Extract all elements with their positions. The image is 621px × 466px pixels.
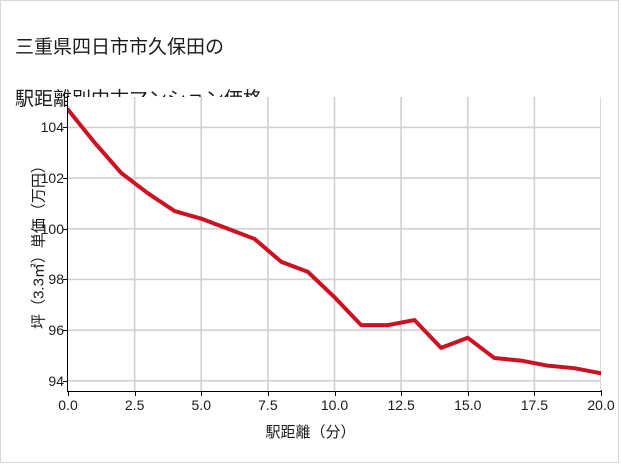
y-axis-tick-mark: [63, 228, 67, 230]
y-axis-tick-label: 94: [48, 372, 64, 389]
x-axis-tick-label: 2.5: [124, 397, 145, 413]
x-axis-tick-mark: [467, 392, 469, 396]
y-axis-label-host: 坪（3.3㎡）単価（万円）: [15, 1, 48, 466]
y-axis-tick-labels: 94 96 98 100 102 104: [1, 1, 64, 466]
y-axis-tick-mark: [63, 279, 67, 281]
x-axis-tick-label: 15.0: [454, 397, 482, 413]
y-axis-tick-mark: [63, 127, 67, 129]
x-axis-tick-mark: [534, 392, 536, 396]
x-axis-tick-mark: [334, 392, 336, 396]
x-axis-spine: [67, 390, 602, 392]
y-axis-tick-mark: [63, 380, 67, 382]
x-axis-tick-label: 10.0: [320, 397, 349, 413]
x-axis-tick-mark: [201, 392, 203, 396]
y-axis-tick-label: 98: [48, 271, 64, 288]
y-axis-tick-label: 96: [48, 322, 64, 339]
x-axis-tick-mark: [267, 392, 269, 396]
x-axis-tick-mark: [601, 392, 602, 396]
x-axis-tick-label: 12.5: [387, 397, 415, 413]
x-axis-label: 駅距離（分）: [265, 424, 356, 441]
x-axis-tick-mark: [401, 392, 403, 396]
y-axis-tick-label: 104: [40, 119, 64, 136]
x-axis-tick-mark: [68, 392, 69, 396]
y-axis-tick-label: 102: [40, 170, 64, 187]
x-axis-tick-label: 17.5: [520, 397, 548, 413]
chart-title-line-1: 三重県四日市市久保田の: [15, 37, 225, 58]
x-axis-tick-label: 20.0: [587, 397, 615, 413]
plot-area: [68, 97, 601, 391]
line-chart-svg: [68, 97, 601, 391]
vertical-gridlines: [133, 97, 601, 391]
x-axis-tick-mark: [134, 392, 136, 396]
x-axis-tick-label: 7.5: [258, 397, 278, 413]
y-axis-tick-mark: [63, 330, 67, 332]
price-trend-line: [68, 107, 601, 376]
x-axis-tick-label: 5.0: [191, 397, 211, 413]
y-axis-label: 坪（3.3㎡）単価（万円）: [30, 158, 48, 329]
y-axis-tick-label: 100: [40, 220, 64, 237]
y-axis-tick-mark: [63, 178, 67, 180]
x-axis-tick-label: 0.0: [58, 397, 78, 413]
